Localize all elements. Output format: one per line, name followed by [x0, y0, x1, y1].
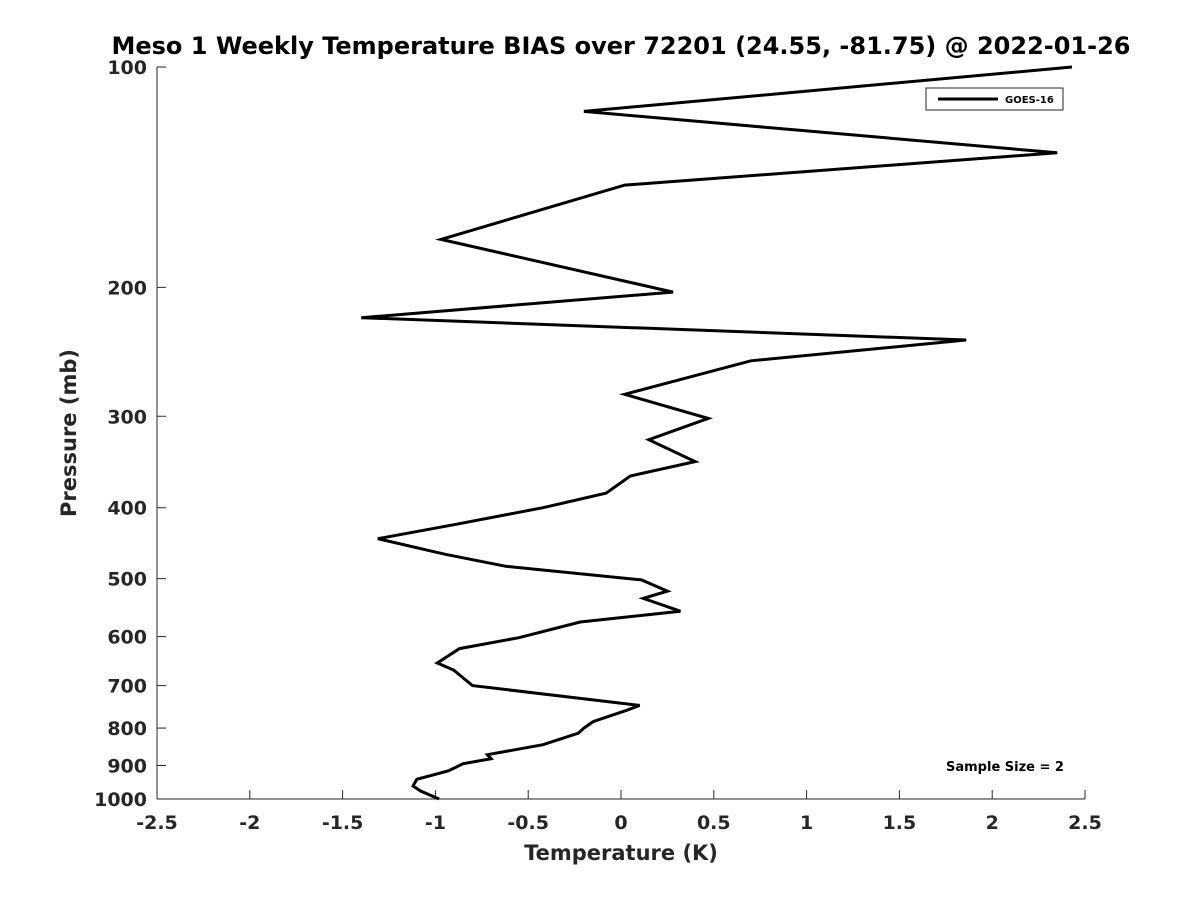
y-tick-label: 200 — [107, 277, 147, 299]
axes: -2.5 -2 -1.5 -1 -0.5 0 0.5 1 1.5 2 2.5 100 200 300 400… — [94, 57, 1102, 834]
legend: GOES-16 — [925, 87, 1064, 111]
series-layer — [361, 65, 1073, 801]
x-tick-label: 1.5 — [883, 812, 917, 834]
x-tick-label: -2 — [239, 812, 260, 834]
x-tick-label: 2 — [986, 812, 999, 834]
y-tick-label: 900 — [107, 756, 147, 778]
plot-area — [157, 67, 1085, 799]
y-tick-label: 600 — [107, 627, 147, 649]
x-tick-label: -0.5 — [507, 812, 549, 834]
y-tick-label: 100 — [107, 57, 147, 79]
y-tick-label: 800 — [107, 718, 147, 740]
x-tick-label: -2.5 — [136, 812, 178, 834]
x-tick-label: 1 — [800, 812, 813, 834]
y-tick-label: 1000 — [94, 789, 147, 811]
y-tick-label: 700 — [107, 676, 147, 698]
x-tick-label: 0 — [614, 812, 627, 834]
x-tick-label: 2.5 — [1068, 812, 1102, 834]
legend-label: GOES-16 — [1005, 95, 1054, 106]
y-axis-label: Pressure (mb) — [57, 349, 81, 517]
y-tick-label: 400 — [107, 498, 147, 520]
chart-title: Meso 1 Weekly Temperature BIAS over 7220… — [111, 32, 1130, 60]
y-tick-label: 300 — [107, 406, 147, 428]
x-axis-label: Temperature (K) — [524, 841, 718, 865]
x-tick-label: 0.5 — [697, 812, 731, 834]
series-line-goes-16 — [361, 65, 1073, 801]
x-tick-label: -1.5 — [322, 812, 364, 834]
y-tick-label: 500 — [107, 569, 147, 591]
sample-size-annotation: Sample Size = 2 — [946, 760, 1064, 775]
x-tick-label: -1 — [425, 812, 446, 834]
